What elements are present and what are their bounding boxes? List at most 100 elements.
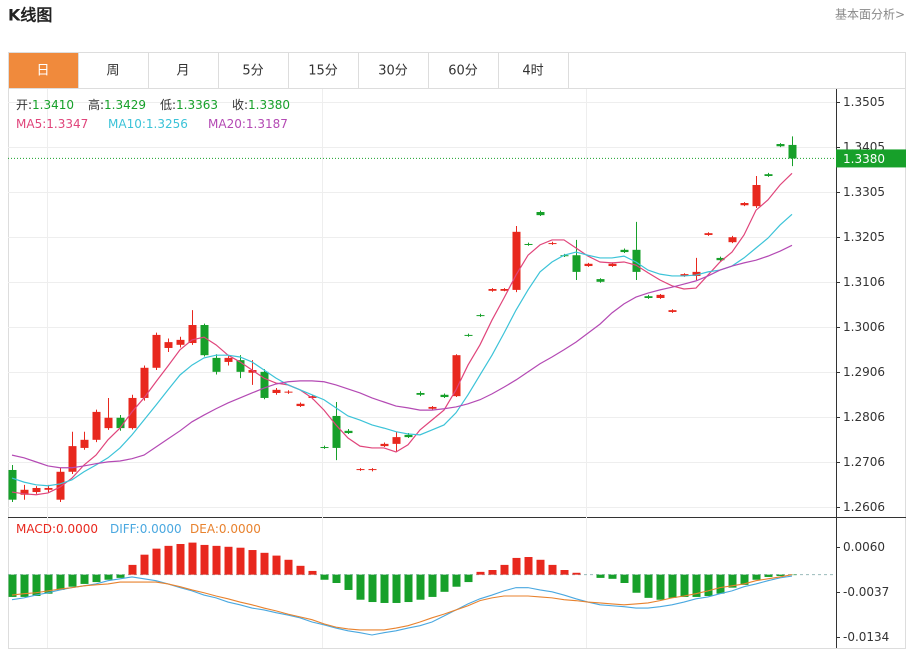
candle-body — [176, 339, 185, 345]
macd-bar — [524, 557, 533, 575]
candle-body — [344, 430, 353, 434]
candle-body — [692, 271, 701, 276]
candle-body — [476, 315, 485, 317]
macd-bar — [392, 574, 401, 603]
tab-bg[interactable] — [148, 52, 219, 89]
tab[interactable]: 周 — [78, 52, 149, 89]
legend-value: 1.3429 — [104, 98, 146, 112]
macd-bar — [764, 574, 773, 577]
tab[interactable]: 5分 — [218, 52, 289, 89]
ma-line — [11, 244, 793, 469]
y-tick-label: 1.3305 — [843, 185, 885, 199]
macd-bar — [368, 574, 377, 603]
current-price-label: 1.3380 — [843, 152, 885, 166]
macd-bar — [464, 574, 473, 583]
y-tick-label: 1.2806 — [843, 410, 885, 424]
candle-body — [248, 370, 257, 373]
candle-body — [68, 446, 77, 472]
macd-bar — [260, 552, 269, 575]
legend-value: 0.0000 — [56, 522, 98, 536]
candle-body — [608, 263, 617, 267]
candle-body — [356, 469, 365, 471]
tab[interactable]: 60分 — [428, 52, 499, 89]
y-tick-label: 1.3505 — [843, 95, 885, 109]
candle-body — [644, 296, 653, 298]
macd-bar — [332, 574, 341, 583]
candle-body — [428, 406, 437, 409]
macd-bar — [620, 574, 629, 583]
candle-body — [116, 417, 125, 429]
macd-bar — [152, 548, 161, 575]
candle-body — [392, 437, 401, 444]
macd-bar — [404, 574, 413, 603]
macd-bar — [608, 574, 617, 579]
tab-label[interactable]: 周 — [106, 64, 119, 79]
candle-body — [524, 243, 533, 245]
candle-body — [164, 342, 173, 348]
candle-body — [380, 443, 389, 447]
macd-bar — [8, 574, 17, 597]
legend-name: DEA: — [190, 522, 219, 536]
candle-body — [140, 367, 149, 398]
tab-label[interactable]: 月 — [176, 64, 189, 79]
macd-bar — [200, 544, 209, 575]
y-tick-label: 0.0060 — [843, 540, 885, 554]
tab-bg[interactable] — [288, 52, 359, 89]
tab[interactable]: 日 — [8, 52, 79, 89]
tab-label[interactable]: 60分 — [448, 64, 478, 79]
tab-bg[interactable] — [218, 52, 289, 89]
candle-body — [668, 310, 677, 312]
macd-bar — [776, 574, 785, 577]
candle-body — [308, 396, 317, 398]
candle-body — [452, 355, 461, 397]
tab-bg[interactable] — [498, 52, 569, 89]
legend-value: 1.3187 — [246, 117, 288, 131]
y-tick-label: 1.3106 — [843, 275, 885, 289]
candle-body — [680, 274, 689, 276]
macd-bar — [656, 574, 665, 600]
fundamental-link[interactable]: 基本面分析> — [835, 8, 905, 22]
tab-label[interactable]: 5分 — [242, 64, 263, 79]
tab-bg[interactable] — [78, 52, 149, 89]
tab-bg[interactable] — [8, 52, 79, 89]
macd-bar — [452, 574, 461, 587]
macd-bar — [500, 564, 509, 575]
candle-body — [752, 184, 761, 207]
macd-bar — [596, 574, 605, 578]
tab-bg[interactable] — [428, 52, 499, 89]
y-tick-label: 1.3006 — [843, 320, 885, 334]
candle-body — [92, 411, 101, 440]
candle-body — [32, 487, 41, 493]
legend-name: MA20: — [208, 117, 246, 131]
tab[interactable]: 30分 — [358, 52, 429, 89]
macd-bar — [668, 574, 677, 598]
legend-entry: DIFF:0.0000 — [110, 522, 182, 536]
candle-body — [584, 263, 593, 267]
tab-label[interactable]: 15分 — [308, 64, 338, 79]
tab-label[interactable]: 4时 — [522, 64, 543, 79]
macd-bar — [20, 574, 29, 597]
macd-bar — [128, 564, 137, 575]
macd-bar — [632, 574, 641, 593]
candle-body — [764, 174, 773, 176]
tab-label[interactable]: 30分 — [378, 64, 408, 79]
macd-bar — [692, 574, 701, 597]
macd-bar — [548, 564, 557, 575]
tab[interactable]: 月 — [148, 52, 219, 89]
candle-body — [332, 415, 341, 448]
legend-value: 1.3347 — [46, 117, 88, 131]
macd-bar — [308, 570, 317, 575]
tab-label[interactable]: 日 — [36, 64, 49, 79]
tab[interactable]: 15分 — [288, 52, 359, 89]
candle-body — [740, 203, 749, 206]
legend-entry: 收:1.3380 — [232, 98, 290, 112]
tab[interactable]: 4时 — [498, 52, 569, 89]
candle-body — [44, 487, 53, 490]
macd-bar — [476, 571, 485, 575]
macd-bar — [320, 574, 329, 580]
candle-body — [260, 371, 269, 398]
macd-bar — [416, 574, 425, 600]
macd-bar — [164, 545, 173, 575]
macd-bar — [344, 574, 353, 590]
